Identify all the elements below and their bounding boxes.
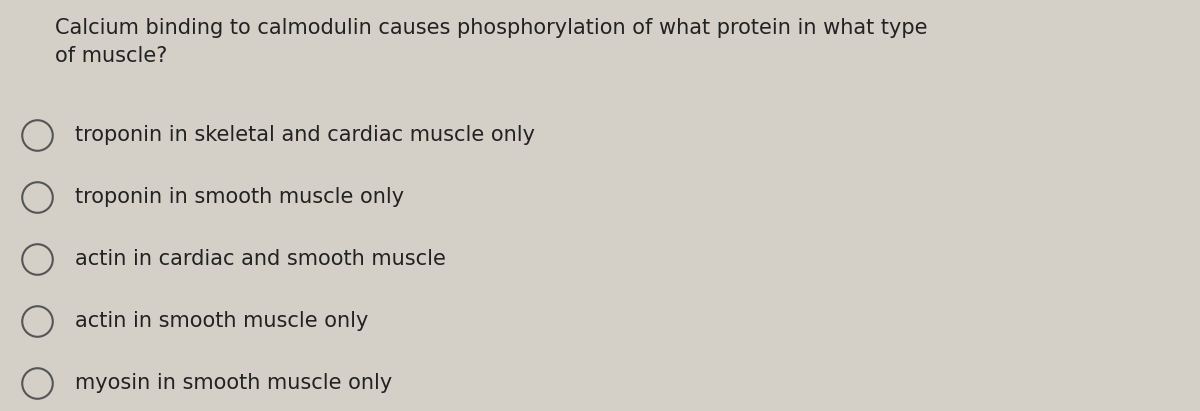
Text: troponin in skeletal and cardiac muscle only: troponin in skeletal and cardiac muscle … xyxy=(74,125,535,145)
Text: troponin in smooth muscle only: troponin in smooth muscle only xyxy=(74,187,404,207)
Text: myosin in smooth muscle only: myosin in smooth muscle only xyxy=(74,373,392,393)
Text: Calcium binding to calmodulin causes phosphorylation of what protein in what typ: Calcium binding to calmodulin causes pho… xyxy=(55,18,928,66)
Text: actin in smooth muscle only: actin in smooth muscle only xyxy=(74,311,368,331)
Text: actin in cardiac and smooth muscle: actin in cardiac and smooth muscle xyxy=(74,249,446,269)
